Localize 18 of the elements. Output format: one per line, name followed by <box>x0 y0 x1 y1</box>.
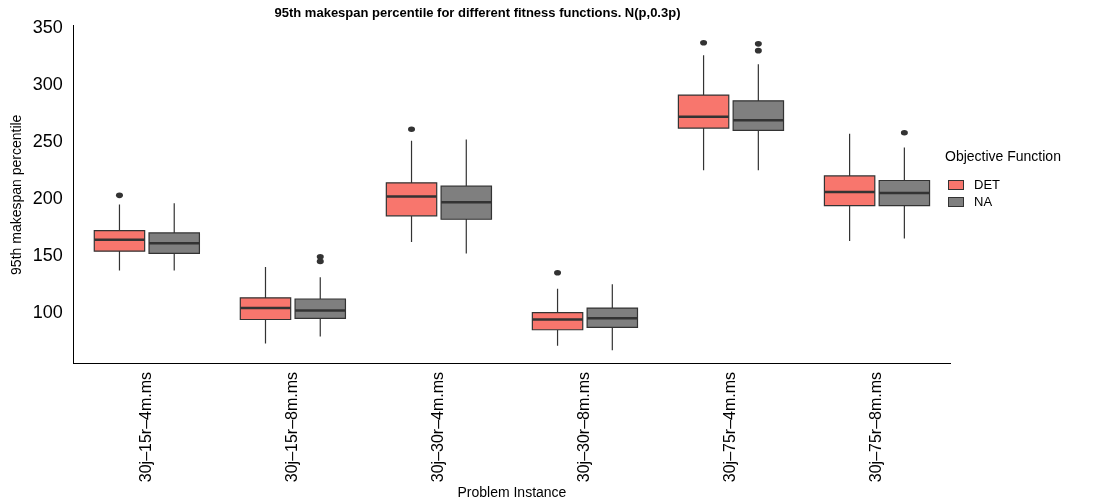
x-tick-label: 30j–30r–8m.ms <box>575 371 593 483</box>
y-tick-label: 250 <box>32 130 63 151</box>
legend-label: DET <box>974 177 1000 192</box>
legend-label: NA <box>974 194 993 209</box>
legend-title: Objective Function <box>945 148 1061 164</box>
x-tick-label: 30j–15r–8m.ms <box>283 371 301 483</box>
y-tick-label: 200 <box>32 187 63 208</box>
y-axis-title: 95th makespan percentile <box>8 114 25 275</box>
x-tick-label: 30j–30r–4m.ms <box>429 371 447 483</box>
x-tick-label: 30j–75r–8m.ms <box>867 371 885 483</box>
chart-title: 95th makespan percentile for different fitness functions. N(p,0.3p) <box>274 5 681 21</box>
y-tick-label: 150 <box>32 244 63 265</box>
x-tick-label: 30j–75r–4m.ms <box>721 371 739 483</box>
y-tick-label: 100 <box>32 301 63 322</box>
y-tick-label: 300 <box>32 73 63 94</box>
x-tick-label: 30j–15r–4m.ms <box>137 371 155 483</box>
x-axis-title: Problem Instance <box>457 484 567 501</box>
y-tick-label: 350 <box>32 16 63 37</box>
